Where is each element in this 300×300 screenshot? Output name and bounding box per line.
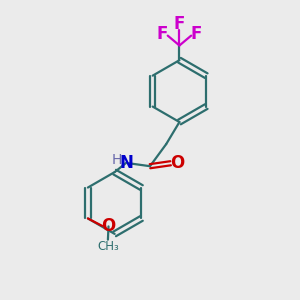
Text: O: O	[170, 154, 184, 172]
Text: O: O	[101, 218, 116, 236]
Text: H: H	[112, 153, 122, 167]
Text: N: N	[119, 154, 134, 172]
Text: F: F	[174, 15, 185, 33]
Text: F: F	[157, 25, 168, 43]
Text: CH₃: CH₃	[97, 240, 119, 253]
Text: F: F	[191, 25, 202, 43]
